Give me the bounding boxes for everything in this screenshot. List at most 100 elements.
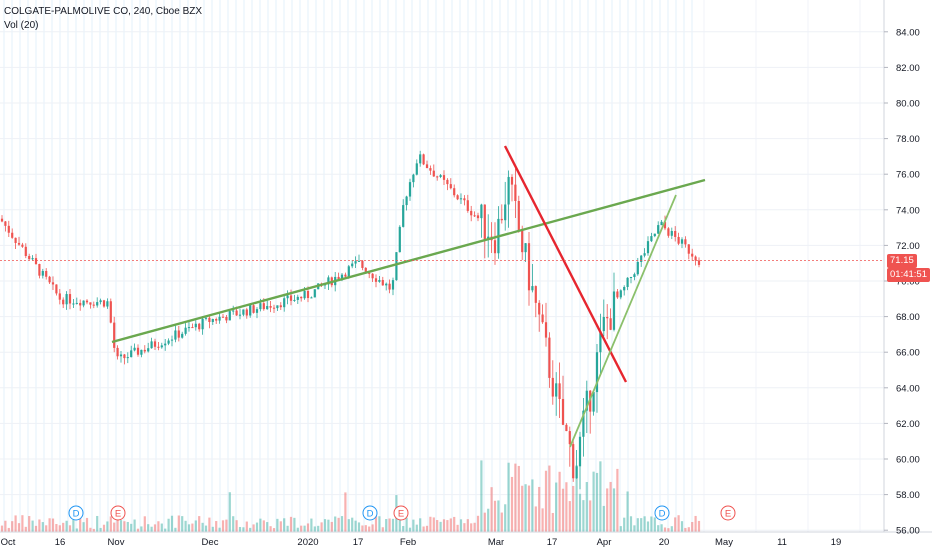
price-tick-label: 64.00 [896,383,920,394]
dividend-marker[interactable]: D [362,505,378,521]
earnings-marker[interactable]: E [393,505,409,521]
candle-body [476,215,480,219]
price-tick-label: 70.00 [896,277,920,288]
candle-body [174,330,177,340]
volume-bar [211,526,214,532]
volume-bar [663,527,667,532]
event-marker-label: D [367,509,374,520]
candle-body [541,314,544,323]
volume-bar [602,505,605,532]
volume-bar [368,526,371,532]
candle-body [419,154,422,164]
volume-bar [388,518,391,532]
candle-body [215,319,218,321]
candle-body [470,210,473,216]
candle-body [629,276,633,278]
candle-body [123,354,126,359]
candle-body [119,354,123,357]
trendline-falling-red[interactable] [503,145,628,383]
volume-bar [17,523,21,532]
time-tick-label: 19 [831,537,842,548]
volume-bar [323,519,327,532]
candle-body [483,204,486,240]
candle-body [177,330,180,338]
candle-body [374,278,378,282]
candle-body [585,390,588,411]
volume-bar [58,525,61,532]
price-tick-label: 76.00 [896,170,920,181]
trendline-recovery-green[interactable] [569,194,677,448]
time-tick-label: 20 [659,537,670,548]
candle-body [72,303,75,305]
volume-bar [102,524,106,532]
candle-body [157,346,160,348]
volume-bar [238,526,242,532]
bar-countdown-badge: 01:41:51 [887,267,930,282]
volume-study-label[interactable]: Vol (20) [4,20,39,31]
candle-body [402,205,405,227]
candle-body [405,196,408,206]
volume-bar [21,515,24,532]
candle-body [11,232,14,238]
candle-body [408,182,412,197]
candlesticks [0,150,701,490]
candle-body [500,218,503,221]
candle-body [164,343,167,346]
volume-bar [106,521,109,532]
candle-body [691,253,694,257]
volume-bar [337,517,340,532]
candle-body [680,239,684,244]
volume-bar [575,465,578,532]
symbol-title[interactable]: COLGATE-PALMOLIVE CO, 240, Cboe BZX [4,6,203,17]
dividend-marker[interactable]: D [68,505,84,521]
candle-body [361,260,364,268]
volume-bar [568,501,571,532]
candle-body [68,294,72,304]
volume-bar [660,524,663,532]
volume-bar [313,526,316,532]
volume-bar [65,520,68,532]
volume-bar [153,524,157,532]
candle-body [252,305,255,313]
candle-body [225,316,228,321]
dividend-marker[interactable]: D [654,505,670,521]
candle-body [255,309,259,313]
volume-bar [405,517,408,532]
candle-body [398,226,401,253]
candle-body [606,316,609,319]
earnings-marker[interactable]: E [720,505,736,521]
volume-bar [453,516,456,532]
earnings-marker[interactable]: E [110,505,126,521]
volume-bar [585,482,588,532]
volume-bar [470,523,473,532]
candle-body [463,198,466,201]
volume-bar [79,517,82,532]
volume-bar [11,521,14,532]
volume-bar [371,524,374,532]
candle-body [657,225,660,234]
trend-lines[interactable] [111,145,706,448]
candle-body [558,383,561,399]
volume-bar [572,485,575,532]
candle-body [133,347,136,351]
candle-body [17,242,21,245]
volume-bar [640,518,643,532]
candle-body [262,303,265,310]
candle-body [599,331,602,353]
volume-bar [245,521,248,532]
volume-bar [677,515,680,532]
volume-bar [262,520,265,532]
volume-bar [208,517,211,532]
volume-bar [391,518,395,532]
candle-body [242,309,245,315]
volume-bar [442,519,446,532]
volume-bar [599,461,602,532]
volume-bar [670,526,673,532]
volume-bar [4,520,7,532]
volume-bar [123,521,126,532]
candle-body [531,286,534,291]
candle-body [354,261,357,264]
trendline-rising-support[interactable] [111,178,706,344]
